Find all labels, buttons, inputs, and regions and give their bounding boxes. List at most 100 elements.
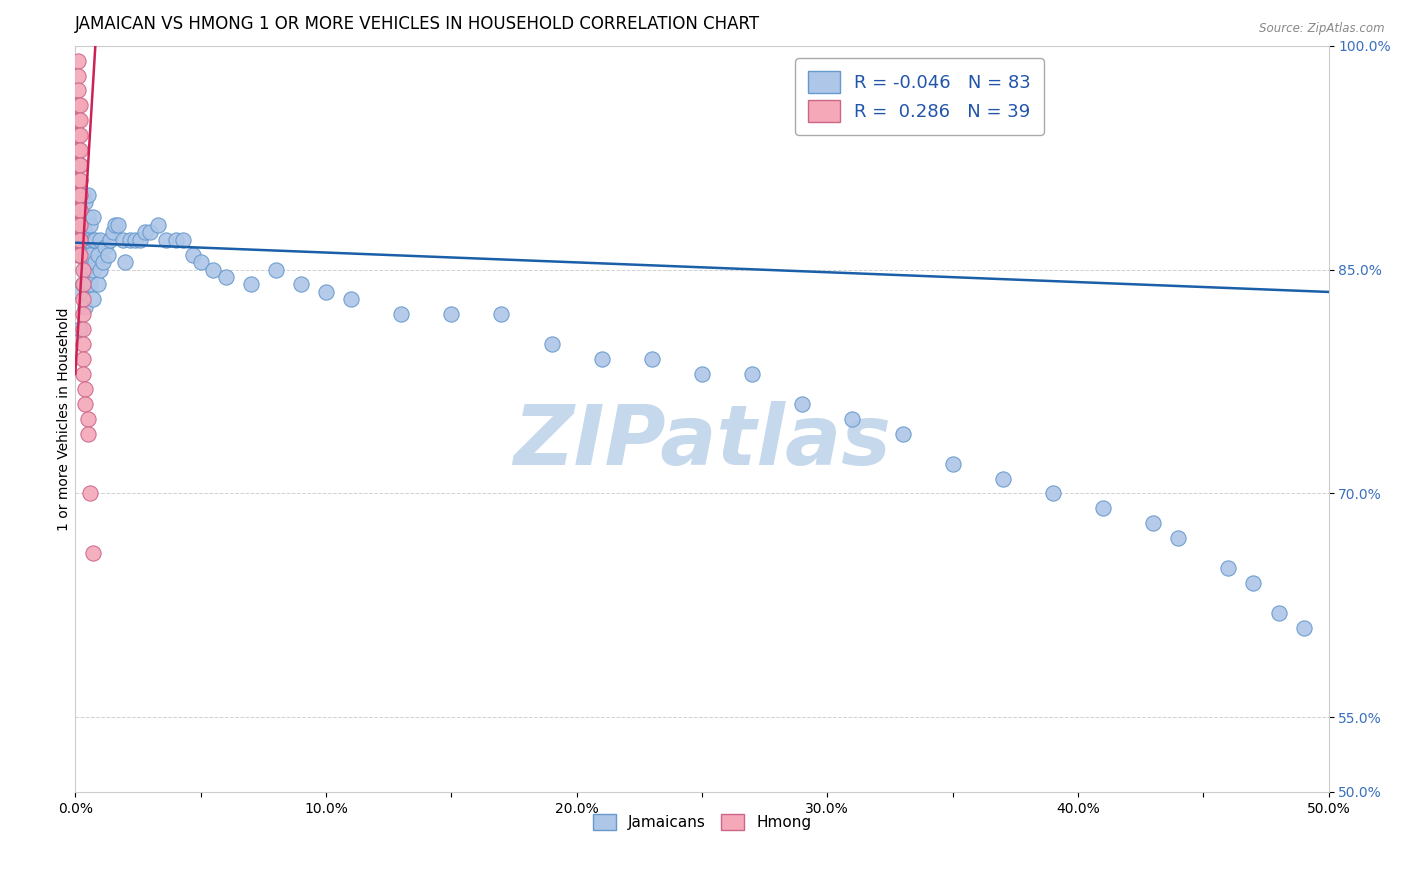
Point (139, 225, 162, 239)
Point (111, 233, 134, 247)
Point (66, 233, 89, 247)
Point (172, 233, 194, 247)
Point (114, 255, 136, 269)
Point (215, 270, 238, 285)
Point (66, 69, 89, 83)
Point (124, 233, 146, 247)
Point (66, 128, 89, 143)
Point (76, 233, 98, 247)
Point (315, 285, 337, 299)
Point (84, 255, 107, 269)
Point (94, 240, 117, 254)
Text: ZIPatlas: ZIPatlas (513, 401, 891, 482)
Point (991, 471, 1014, 485)
Point (841, 412, 863, 426)
Point (792, 397, 814, 411)
Point (69, 113, 91, 128)
Text: JAMAICAN VS HMONG 1 OR MORE VEHICLES IN HOUSEHOLD CORRELATION CHART: JAMAICAN VS HMONG 1 OR MORE VEHICLES IN … (76, 15, 761, 33)
Point (82, 546, 104, 560)
Point (1243, 576, 1265, 591)
Point (79, 218, 101, 232)
Text: Source: ZipAtlas.com: Source: ZipAtlas.com (1260, 22, 1385, 36)
Point (66, 113, 89, 128)
Point (72, 188, 94, 202)
Point (69, 285, 91, 299)
Point (69, 143, 91, 157)
Point (146, 218, 169, 232)
Point (1218, 561, 1240, 575)
Point (72, 307, 94, 321)
Point (76, 188, 98, 202)
Point (165, 233, 187, 247)
Point (72, 218, 94, 232)
Point (690, 367, 713, 381)
Point (134, 225, 156, 239)
Point (66, 173, 89, 187)
Point (69, 128, 91, 143)
Point (72, 352, 94, 367)
Point (75, 195, 97, 210)
Point (264, 262, 287, 277)
Point (155, 233, 177, 247)
Point (190, 255, 212, 269)
Point (202, 262, 225, 277)
Point (1167, 531, 1189, 545)
Point (641, 352, 664, 367)
Point (491, 307, 513, 321)
Point (72, 262, 94, 277)
Point (72, 293, 94, 307)
Point (69, 247, 91, 261)
Point (1092, 501, 1115, 516)
Point (100, 233, 122, 247)
Point (69, 322, 91, 336)
Point (66, 188, 89, 202)
Point (69, 195, 91, 210)
Point (69, 158, 91, 172)
Point (440, 307, 463, 321)
Point (87, 277, 110, 292)
Point (591, 352, 613, 367)
Point (97, 247, 120, 261)
Point (69, 202, 91, 217)
Point (69, 188, 91, 202)
Point (72, 322, 94, 336)
Point (66, 211, 89, 225)
Point (107, 218, 129, 232)
Point (66, 218, 89, 232)
Point (72, 277, 94, 292)
Point (72, 247, 94, 261)
Point (66, 225, 89, 239)
Point (75, 382, 97, 396)
Point (290, 277, 312, 292)
Point (69, 158, 91, 172)
Point (72, 367, 94, 381)
Point (79, 277, 101, 292)
Point (1292, 621, 1315, 635)
Point (84, 233, 107, 247)
Point (66, 98, 89, 112)
Point (76, 412, 98, 426)
Point (91, 255, 114, 269)
Point (66, 54, 89, 68)
Point (104, 218, 127, 232)
Point (75, 300, 97, 314)
Point (76, 211, 98, 225)
Point (87, 247, 110, 261)
Point (340, 293, 363, 307)
Point (69, 98, 91, 112)
Point (891, 426, 914, 441)
Legend: Jamaicans, Hmong: Jamaicans, Hmong (586, 808, 817, 837)
Point (389, 307, 412, 321)
Point (66, 158, 89, 172)
Point (66, 247, 89, 261)
Point (72, 277, 94, 292)
Point (540, 337, 562, 351)
Point (741, 367, 763, 381)
Point (82, 262, 104, 277)
Point (82, 293, 104, 307)
Point (75, 262, 97, 277)
Point (239, 277, 262, 292)
Point (69, 218, 91, 232)
Point (69, 173, 91, 187)
Point (69, 233, 91, 247)
